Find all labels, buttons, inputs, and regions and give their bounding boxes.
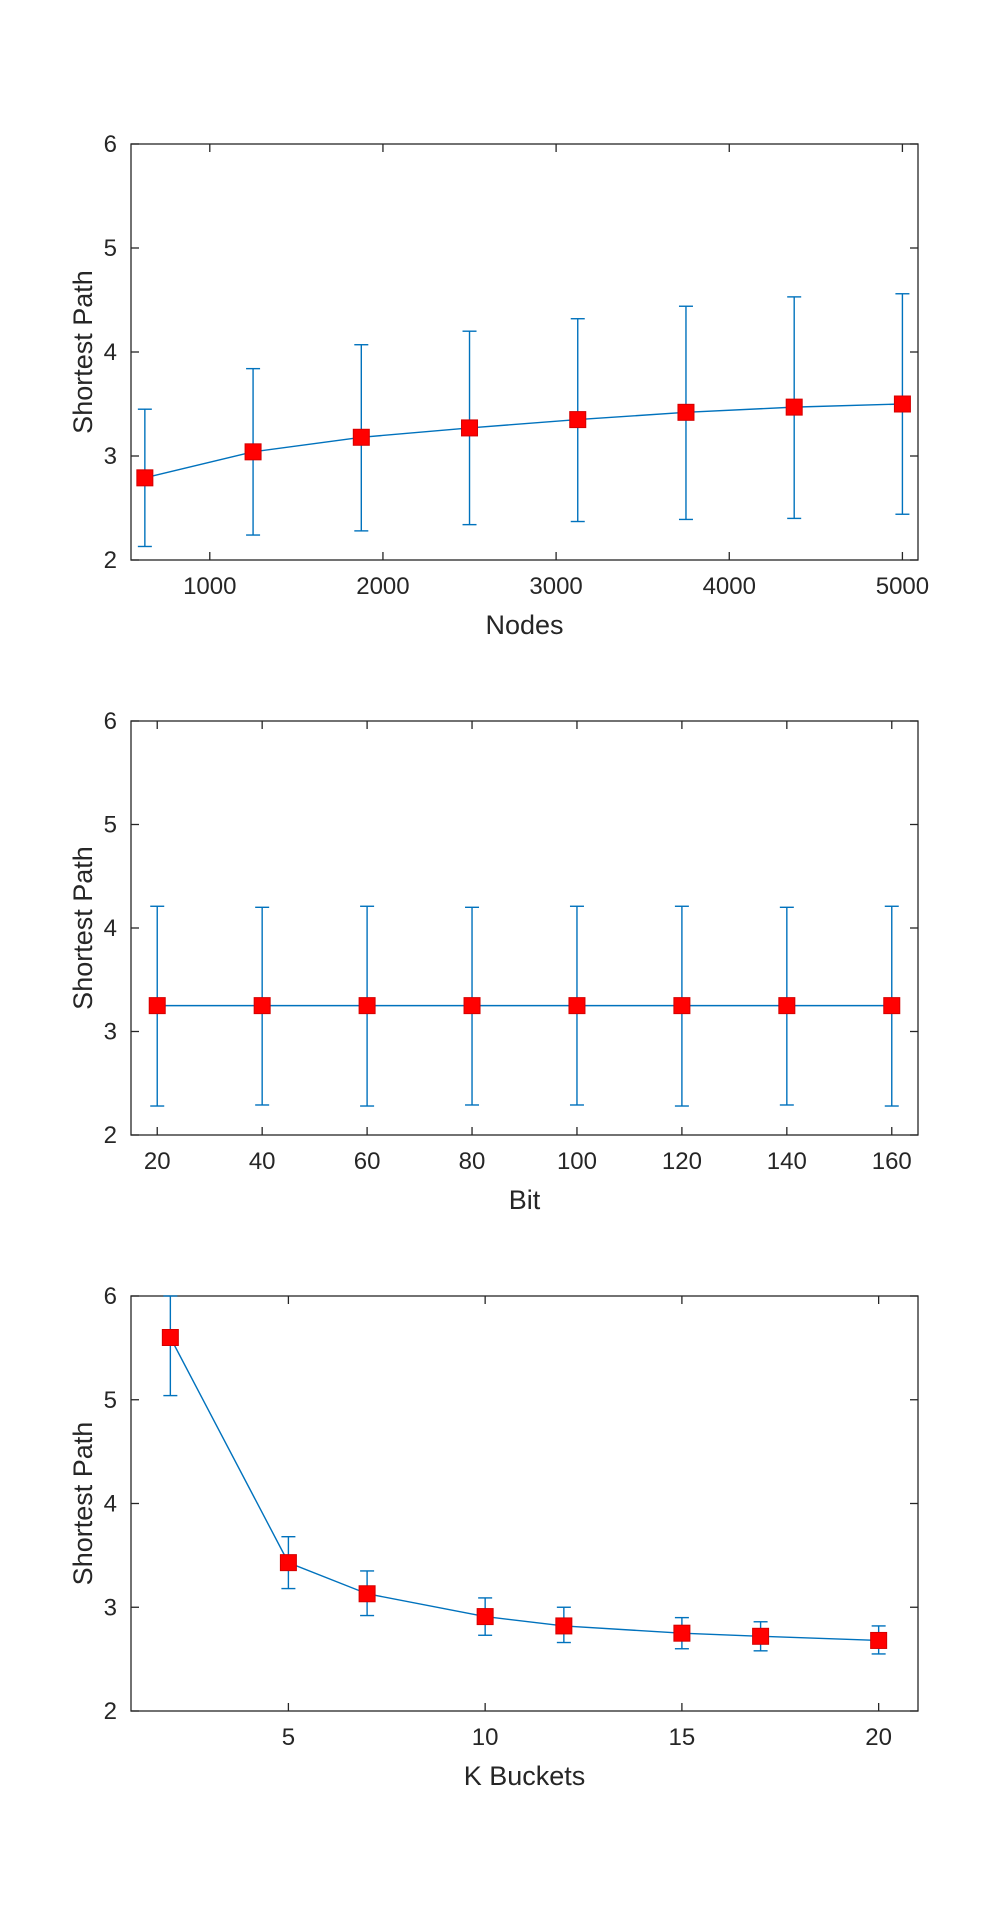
x-tick-label: 120 — [662, 1148, 702, 1175]
data-point — [463, 997, 481, 1015]
y-tick-label: 3 — [104, 443, 117, 470]
y-tick-label: 6 — [104, 131, 117, 158]
data-point — [279, 1554, 297, 1572]
chart-3: 5 10 15 20 2 3 4 5 6 K Buckets Shortest Path — [68, 1283, 919, 1791]
data-point — [161, 1329, 179, 1346]
chart-2: 20 40 60 80 100 120 140 160 2 3 4 5 6 Bit Shortest Pat… — [68, 708, 919, 1215]
y-tick-label: 2 — [104, 1698, 117, 1725]
data-point — [778, 997, 796, 1015]
y-tick-label: 2 — [104, 547, 117, 574]
axes-box — [130, 143, 919, 561]
data-point — [253, 997, 271, 1015]
data-point — [870, 1631, 888, 1649]
y-tick-label: 2 — [104, 1122, 117, 1149]
y-tick-label: 4 — [104, 915, 117, 942]
data-point — [476, 1608, 494, 1626]
data-point — [358, 1585, 376, 1603]
y-tick-label: 5 — [104, 812, 117, 839]
y-tick-label: 5 — [104, 235, 117, 262]
data-point — [555, 1617, 573, 1635]
x-tick-label: 100 — [557, 1148, 597, 1175]
data-point — [148, 997, 166, 1015]
data-point — [785, 398, 803, 416]
y-axis-label: Shortest Path — [68, 270, 98, 434]
data-point — [883, 997, 901, 1015]
x-tick-label: 40 — [249, 1148, 276, 1175]
y-axis-label: Shortest Path — [68, 846, 98, 1010]
data-point — [136, 469, 154, 487]
x-tick-label: 60 — [354, 1148, 381, 1175]
series-line — [169, 1337, 879, 1642]
axes-box — [130, 1295, 919, 1712]
x-tick-label: 5 — [282, 1724, 295, 1751]
x-axis-label: K Buckets — [464, 1761, 586, 1791]
data-point — [673, 1624, 691, 1642]
x-tick-label: 140 — [767, 1148, 807, 1175]
x-axis-label: Nodes — [485, 610, 563, 640]
x-tick-label: 1000 — [183, 573, 236, 600]
x-tick-label: 160 — [872, 1148, 912, 1175]
x-tick-label: 20 — [144, 1148, 171, 1175]
axes-box — [130, 720, 919, 1136]
data-point — [352, 428, 370, 446]
data-point — [461, 419, 479, 437]
x-axis-label: Bit — [509, 1185, 541, 1215]
y-tick-label: 5 — [104, 1387, 117, 1414]
x-tick-label: 10 — [472, 1724, 499, 1751]
x-tick-label: 20 — [865, 1724, 892, 1751]
data-point — [244, 443, 262, 461]
x-tick-label: 3000 — [529, 573, 582, 600]
y-tick-label: 4 — [104, 339, 117, 366]
data-point — [358, 997, 376, 1015]
y-tick-label: 3 — [104, 1594, 117, 1621]
x-tick-label: 4000 — [703, 573, 756, 600]
data-point — [568, 997, 586, 1015]
x-tick-label: 2000 — [356, 573, 409, 600]
data-point — [569, 411, 587, 429]
data-point — [893, 395, 911, 413]
x-tick-label: 5000 — [876, 573, 929, 600]
data-point — [752, 1627, 770, 1645]
x-tick-label: 15 — [669, 1724, 696, 1751]
data-point — [677, 403, 695, 421]
y-tick-label: 6 — [104, 1283, 117, 1310]
chart-1: 1000 2000 3000 4000 5000 2 3 4 5 6 Nodes Shortest P… — [68, 131, 929, 640]
y-tick-label: 3 — [104, 1019, 117, 1046]
y-axis-label: Shortest Path — [68, 1422, 98, 1586]
data-point — [673, 997, 691, 1015]
series-line — [144, 403, 903, 479]
y-tick-label: 6 — [104, 708, 117, 735]
x-tick-label: 80 — [459, 1148, 486, 1175]
y-tick-label: 4 — [104, 1491, 117, 1518]
